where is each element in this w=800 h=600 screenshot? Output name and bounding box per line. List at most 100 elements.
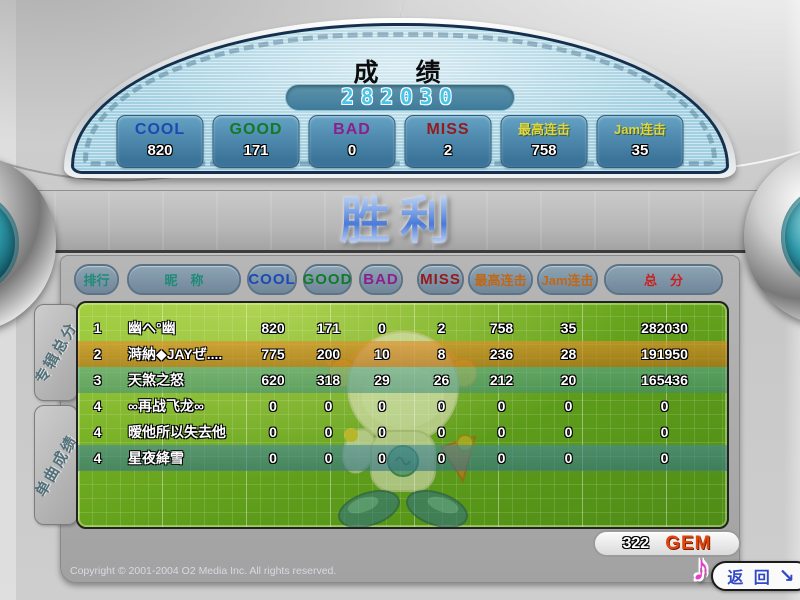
stats-row: COOL 820 GOOD 171 BAD 0 MISS 2 最高连击 758 … [116, 115, 684, 168]
table-header-label: 昵 称 [164, 273, 204, 288]
cell-name: ∞再战飞龙∞ [128, 398, 204, 414]
score-value: 282030 [341, 85, 459, 109]
cell-rank: 2 [93, 346, 102, 362]
table-header-cell[interactable]: MISS [417, 264, 464, 295]
cell-miss: 0 [437, 450, 446, 466]
cell-jam: 0 [564, 424, 573, 440]
tab-album-total[interactable]: 专辑总分 [33, 304, 81, 401]
cell-rank: 4 [93, 424, 102, 440]
gem-label: GEM [665, 532, 712, 554]
table-header-label: GOOD [302, 271, 353, 288]
cell-total: 191950 [641, 346, 688, 362]
table-header-label: 总 分 [643, 273, 683, 288]
cell-cool: 620 [261, 372, 285, 388]
tab-single-score[interactable]: 单曲成绩 [33, 405, 81, 525]
cell-good: 0 [324, 424, 333, 440]
cell-bad: 10 [374, 346, 390, 362]
cell-total: 0 [660, 450, 669, 466]
score-title: 成 绩 [353, 59, 447, 87]
cell-good: 171 [316, 320, 341, 336]
cell-combo: 758 [489, 320, 514, 336]
cell-good: 0 [324, 398, 333, 414]
gem-counter: 322 GEM [593, 530, 741, 557]
cell-bad: 0 [378, 424, 386, 440]
cell-total: 282030 [641, 320, 688, 336]
table-header-cell[interactable]: 总 分 [604, 264, 723, 295]
stat-box: BAD 0 [308, 115, 396, 168]
table-header-label: Jam连击 [541, 273, 594, 288]
cell-bad: 0 [378, 320, 386, 336]
back-button-label: 返 回 [727, 570, 773, 587]
table-rows: 1 幽へ°幽 820 171 0 2 758 35 282030 2 溡納◆JA… [78, 315, 727, 471]
tab-single-score-label: 单曲成绩 [32, 431, 82, 500]
cell-total: 0 [660, 424, 669, 440]
table-header-cell[interactable]: GOOD [303, 264, 352, 295]
table-header-label: BAD [363, 271, 399, 288]
cell-miss: 2 [437, 320, 446, 336]
stat-box: COOL 820 [116, 115, 204, 168]
table-row: 3 天煞之怒 620 318 29 26 212 20 165436 [78, 367, 727, 393]
cell-total: 165436 [641, 372, 688, 388]
cell-miss: 0 [437, 398, 446, 414]
cell-name: 幽へ°幽 [128, 320, 176, 336]
result-banner: 胜利 [0, 191, 800, 251]
cell-jam: 0 [564, 450, 573, 466]
cell-rank: 3 [93, 372, 102, 388]
stat-value: 820 [147, 142, 173, 159]
stat-value: 758 [531, 142, 557, 159]
table-header-label: COOL [248, 271, 296, 288]
table-row: 1 幽へ°幽 820 171 0 2 758 35 282030 [78, 315, 727, 341]
cell-combo: 0 [497, 398, 506, 414]
table-row: 4 ∞再战飞龙∞ 0 0 0 0 0 0 0 [78, 393, 727, 419]
table-header-cell[interactable]: 昵 称 [127, 264, 241, 295]
table-header-label: 排行 [83, 273, 110, 288]
speaker-cone [781, 185, 800, 289]
cell-cool: 0 [269, 398, 277, 414]
cell-combo: 212 [489, 372, 514, 388]
back-button-pill[interactable]: 返 回 ↘ [711, 561, 800, 591]
ranking-table: 1 幽へ°幽 820 171 0 2 758 35 282030 2 溡納◆JA… [76, 301, 729, 529]
table-header-label: MISS [420, 271, 461, 288]
stat-box: 最高连击 758 [500, 115, 588, 168]
cell-rank: 1 [93, 320, 102, 336]
table-row: 4 星夜絳雪 0 0 0 0 0 0 0 [78, 445, 727, 471]
cell-name: 溡納◆JAYぜ.... [128, 346, 223, 362]
cell-cool: 0 [269, 450, 277, 466]
table-row: 2 溡納◆JAYぜ.... 775 200 10 8 236 28 191950 [78, 341, 727, 367]
table-header-cell[interactable]: COOL [247, 264, 297, 295]
stat-label: BAD [333, 121, 371, 138]
cell-bad: 29 [374, 372, 390, 388]
gem-value: 322 [622, 534, 650, 552]
back-arrow-icon: ↘ [778, 565, 795, 587]
cell-jam: 0 [564, 398, 573, 414]
cell-cool: 820 [261, 320, 285, 336]
cell-good: 318 [316, 372, 341, 388]
stat-box: GOOD 171 [212, 115, 300, 168]
tab-album-total-label: 专辑总分 [32, 319, 82, 387]
ranking-panel: 专辑总分 单曲成绩 排行 昵 称 COOL GOOD BAD MISS 最高连击… [33, 255, 741, 583]
cell-jam: 20 [560, 372, 577, 388]
copyright-text: Copyright © 2001-2004 O2 Media Inc. All … [70, 565, 337, 577]
stat-label: COOL [134, 121, 186, 138]
cell-combo: 0 [497, 424, 506, 440]
stat-label: MISS [426, 121, 470, 138]
stat-value: 35 [631, 142, 649, 159]
speaker-right-decoration [744, 148, 800, 326]
stat-value: 0 [347, 142, 357, 159]
table-header-cell[interactable]: Jam连击 [537, 264, 598, 295]
cell-miss: 26 [433, 372, 450, 388]
cell-jam: 35 [560, 320, 577, 336]
stat-value: 2 [443, 142, 453, 159]
cell-name: 暧他所以失去他 [128, 424, 226, 440]
cell-name: 天煞之怒 [128, 372, 184, 388]
table-header-row: 排行 昵 称 COOL GOOD BAD MISS 最高连击 Jam连击 总 分 [61, 264, 723, 295]
table-header-cell[interactable]: 最高连击 [468, 264, 533, 295]
stat-label: GOOD [229, 121, 283, 138]
stat-value: 171 [243, 142, 269, 159]
cell-miss: 8 [437, 346, 446, 362]
stat-box: Jam连击 35 [596, 115, 684, 168]
stat-box: MISS 2 [404, 115, 492, 168]
table-header-cell[interactable]: BAD [359, 264, 403, 295]
table-header-cell[interactable]: 排行 [74, 264, 119, 295]
cell-total: 0 [660, 398, 669, 414]
